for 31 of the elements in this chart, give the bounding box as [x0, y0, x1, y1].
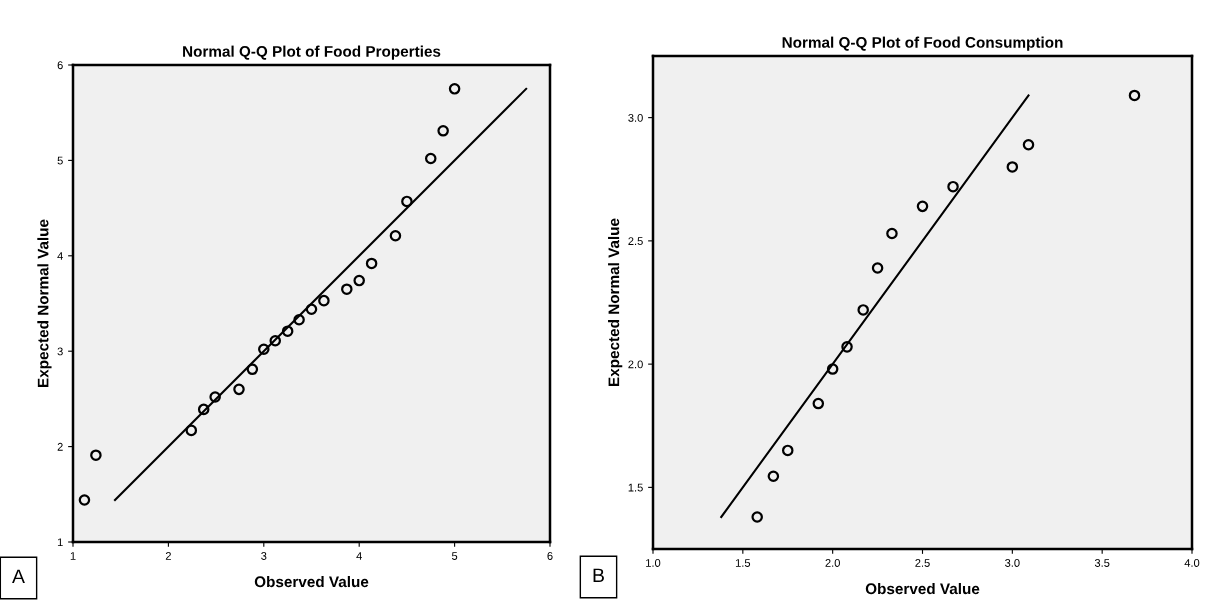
text: A — [12, 569, 25, 584]
y-tick-label: 5 — [57, 156, 63, 165]
x-tick-label: 2.0 — [825, 559, 840, 567]
y-tick-label: 1.5 — [628, 483, 643, 492]
chart-title: Normal Q-Q Plot of Food Properties — [183, 45, 441, 60]
x-tick-label: 4 — [356, 552, 362, 560]
chart-title: Normal Q-Q Plot of Food Consumption — [782, 36, 1063, 51]
y-tick-label: 6 — [57, 61, 63, 70]
x-axis-title: Observed Value — [865, 582, 980, 595]
x-tick-label: 6 — [547, 552, 553, 560]
x-tick-label: 4.0 — [1184, 559, 1200, 567]
y-tick-label: 2.5 — [628, 237, 643, 246]
x-tick-label: 3.5 — [1094, 559, 1110, 567]
x-tick-label: 1 — [70, 552, 76, 560]
x-axis-title: Observed Value — [254, 575, 369, 588]
x-tick-label: 1.0 — [646, 559, 661, 567]
y-tick-label: 3 — [57, 347, 63, 356]
y-tick-label: 2 — [57, 442, 63, 451]
x-tick-label: 3 — [261, 552, 267, 560]
y-tick-label: 1 — [57, 538, 63, 547]
x-tick-label: 2 — [165, 552, 171, 560]
x-tick-label: 3.0 — [1005, 559, 1020, 567]
y-tick-label: 2.0 — [628, 360, 643, 369]
y-tick-label: 4 — [57, 252, 63, 260]
y-axis-title: Expected Normal Value — [608, 218, 623, 386]
x-tick-label: 1.5 — [735, 559, 751, 567]
y-tick-label: 3.0 — [628, 113, 643, 122]
x-tick-label: 2.5 — [915, 559, 930, 567]
x-tick-label: 5 — [451, 552, 458, 560]
y-axis-title: Expected Normal Value — [37, 219, 52, 387]
text: B — [593, 568, 604, 583]
